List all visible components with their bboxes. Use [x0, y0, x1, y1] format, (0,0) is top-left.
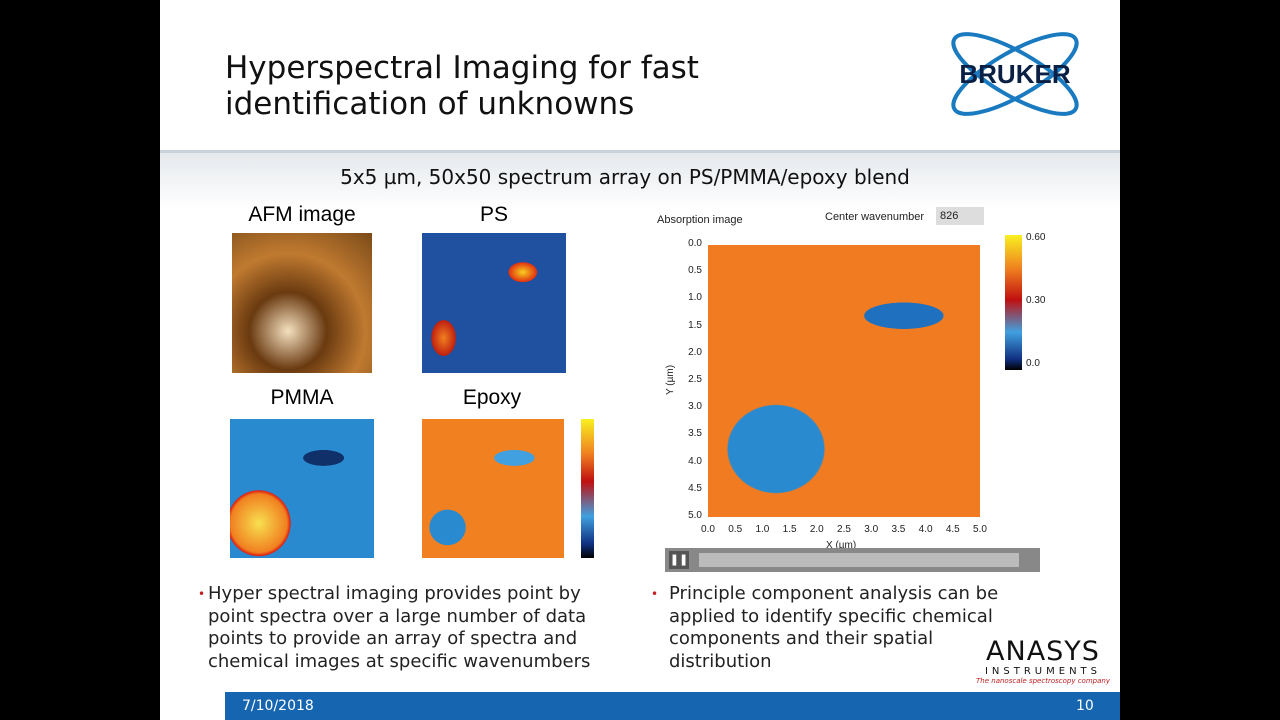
colorbar	[581, 419, 594, 558]
bullet-line: Hyper spectral imaging provides point by	[208, 583, 581, 604]
logo-text: ANASYS	[986, 636, 1100, 667]
bullet-2: • Principle component analysis can be appl…	[651, 583, 999, 672]
y-tick-label: 4.5	[688, 482, 702, 494]
x-tick-label: 4.0	[918, 524, 933, 535]
viewer-title: Absorption image	[657, 214, 743, 226]
x-tick-label: 3.0	[864, 524, 879, 535]
pmma-image	[230, 419, 374, 558]
y-tick-label: 5.0	[688, 510, 702, 521]
colorbar-label: 0.0	[1026, 358, 1040, 369]
header-rule	[160, 150, 1120, 153]
absorption-map	[708, 245, 980, 517]
y-tick-label: 2.5	[688, 374, 702, 385]
x-tick-label: 1.5	[782, 524, 797, 535]
y-tick-label: 3.5	[688, 428, 702, 440]
y-tick-label: 1.5	[688, 319, 702, 331]
logo-tagline: The nanoscale spectroscopy company	[976, 677, 1110, 685]
colorbar-label: 0.30	[1026, 295, 1046, 306]
panel-label: AFM image	[248, 203, 356, 226]
bullet-line: applied to identify specific chemical	[669, 605, 993, 627]
epoxy-image	[422, 419, 564, 558]
video-controls: ❚❚	[665, 548, 1040, 572]
footer-bar	[225, 692, 1120, 720]
bullet-1: • Hyper spectral imaging provides point b…	[198, 583, 591, 672]
wavenumber-field[interactable]: 826	[936, 207, 984, 225]
y-axis-label: Y (µm)	[665, 364, 676, 395]
slide: Hyperspectral Imaging for fast identifica…	[160, 0, 1120, 720]
x-tick-label: 0.5	[728, 524, 743, 535]
y-tick-label: 1.0	[688, 292, 702, 304]
anasys-logo: ANASYS INSTRUMENTS The nanoscale spectro…	[968, 636, 1118, 686]
seek-bar[interactable]	[699, 553, 1019, 567]
colorbar-label: 0.60	[1026, 232, 1046, 243]
title-line: identification of unknowns	[225, 86, 635, 122]
y-tick-label: 2.0	[688, 346, 702, 358]
x-tick-label: 2.5	[837, 524, 851, 535]
y-tick-label: 0.0	[688, 238, 702, 249]
bullet-line: chemical images at specific wavenumbers	[208, 650, 591, 672]
logo-text: BRUKER	[959, 59, 1070, 89]
page-number: 10	[1076, 698, 1094, 714]
x-tick-label: 1.0	[755, 524, 770, 535]
logo-sub: INSTRUMENTS	[984, 666, 1102, 677]
x-tick-label: 4.5	[945, 524, 960, 535]
slide-title: Hyperspectral Imaging for fast identifica…	[225, 50, 699, 122]
ps-image	[422, 233, 566, 373]
panel-label: Epoxy	[462, 386, 522, 409]
x-tick-label: 0.0	[701, 524, 715, 535]
subtitle: 5x5 µm, 50x50 spectrum array on PS/PMMA/…	[340, 165, 910, 189]
bullet-line: components and their spatial	[669, 628, 934, 649]
bullet-line: points to provide an array of spectra an…	[208, 628, 578, 649]
y-tick-label: 0.5	[688, 265, 702, 277]
panel-label: PMMA	[270, 386, 334, 409]
x-axis-label: X (µm)	[826, 540, 857, 551]
y-tick-label: 4.0	[688, 455, 702, 467]
pause-button[interactable]: ❚❚	[669, 551, 689, 569]
header-band	[160, 150, 1120, 210]
panel-label: PS	[479, 203, 508, 226]
bruker-logo: BRUKER	[951, 32, 1079, 116]
map-colorbar	[1005, 235, 1022, 370]
bullet-line: distribution	[669, 650, 772, 672]
footer-date: 7/10/2018	[242, 698, 314, 714]
x-tick-label: 3.5	[891, 524, 906, 535]
y-tick-label: 3.0	[688, 401, 702, 413]
afm-image	[232, 233, 372, 373]
wavenumber-label: Center wavenumber	[825, 211, 925, 223]
title-line: Hyperspectral Imaging for fast	[225, 50, 699, 86]
x-tick-label: 2.0	[809, 524, 824, 535]
bullet-line: Principle component analysis can be	[669, 583, 999, 604]
x-tick-label: 5.0	[973, 524, 987, 535]
bullet-line: point spectra over a large number of dat…	[208, 605, 587, 627]
